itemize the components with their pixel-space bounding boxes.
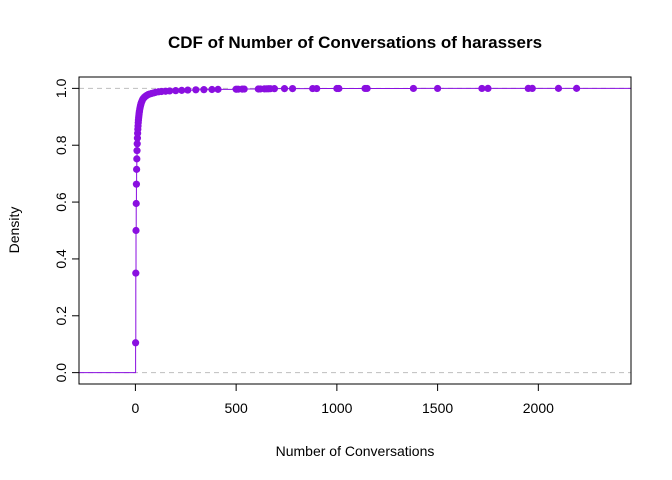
cdf-point: [214, 85, 222, 93]
cdf-point: [409, 84, 418, 93]
cdf-point: [200, 86, 208, 94]
cdf-point: [192, 86, 200, 94]
cdf-point: [184, 86, 192, 94]
cdf-point: [172, 87, 180, 95]
y-tick-label: 0.0: [53, 363, 69, 383]
cdf-point: [132, 269, 140, 277]
cdf-point: [554, 84, 563, 92]
cdf-point: [484, 84, 492, 92]
x-tick-label: 1000: [321, 400, 352, 416]
cdf-point: [178, 86, 186, 94]
y-tick-label: 0.4: [53, 249, 69, 269]
cdf-point: [208, 85, 216, 94]
cdf-point: [133, 155, 141, 163]
cdf-point: [433, 84, 442, 93]
cdf-point: [280, 85, 289, 93]
cdf-point: [132, 226, 140, 235]
cdf-step-line: [79, 87, 631, 374]
cdf-series: [79, 84, 631, 374]
y-tick-label: 0.6: [53, 192, 69, 212]
plot-frame: [78, 76, 632, 385]
x-tick-label: 2000: [523, 400, 554, 416]
cdf-point: [166, 87, 174, 95]
cdf-point: [363, 84, 371, 93]
x-tick-label: 0: [132, 400, 140, 416]
y-axis-title: Density: [6, 207, 22, 254]
cdf-point: [478, 84, 486, 93]
x-axis: 0 500 1000 1500 2000: [132, 383, 554, 416]
cdf-point: [270, 85, 279, 93]
reference-lines: [79, 87, 631, 374]
cdf-point: [133, 165, 141, 173]
y-tick-label: 0.8: [53, 135, 69, 155]
y-tick-label: 1.0: [53, 78, 69, 98]
x-tick-label: 1500: [422, 400, 453, 416]
cdf-point: [288, 84, 297, 93]
cdf-point: [133, 147, 141, 155]
cdf-point: [335, 84, 343, 93]
cdf-point: [573, 84, 581, 92]
x-tick-label: 500: [224, 400, 248, 416]
cdf-point: [133, 140, 141, 148]
cdf-point: [313, 84, 321, 93]
x-axis-title: Number of Conversations: [276, 443, 435, 459]
chart-title: CDF of Number of Conversations of harass…: [168, 33, 542, 52]
cdf-point: [528, 84, 536, 92]
y-tick-label: 0.2: [53, 306, 69, 326]
cdf-point: [132, 339, 140, 347]
cdf-point: [132, 180, 141, 188]
cdf-point: [132, 199, 140, 208]
y-axis: 0.0 0.2 0.4 0.6 0.8 1.0: [53, 78, 80, 383]
cdf-point: [240, 85, 248, 93]
